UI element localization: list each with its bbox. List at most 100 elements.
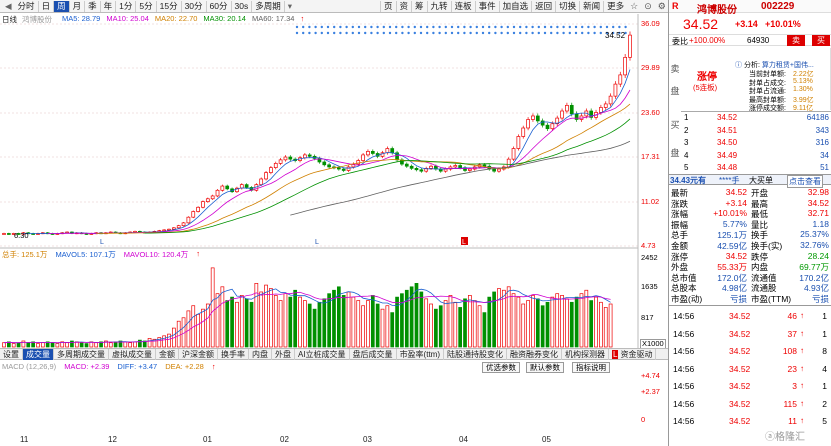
period-tab[interactable]: 30分	[182, 0, 207, 12]
indicator-tab[interactable]: 多周期成交量	[54, 348, 109, 360]
bid-price[interactable]: 34.51	[717, 125, 738, 135]
period-tab[interactable]: 60分	[207, 0, 232, 12]
candle-body	[628, 34, 632, 58]
bid-price[interactable]: 34.50	[717, 138, 738, 147]
period-tab[interactable]: 30s	[232, 0, 253, 12]
period-tab[interactable]: 年	[101, 0, 117, 12]
buy-button[interactable]: 买	[812, 35, 830, 46]
vol-y-tick: 2452	[641, 253, 658, 262]
candle-body	[303, 154, 307, 159]
event-dot	[438, 25, 441, 29]
period-tab[interactable]: 15分	[157, 0, 182, 12]
period-tab[interactable]: 多周期	[252, 0, 285, 12]
tick-up-icon: ↑	[800, 363, 804, 373]
stat-label: 市盈(TTM)	[751, 294, 792, 304]
bid-price[interactable]: 34.52	[717, 113, 738, 122]
toolbar-action[interactable]: 加自选	[498, 1, 532, 12]
nav-back-icon[interactable]: ◀	[5, 0, 12, 11]
volume-bar	[361, 305, 365, 348]
indicator-tab[interactable]: 金额	[156, 348, 179, 360]
indicator-tab[interactable]: 成交量	[23, 348, 54, 360]
candle-body	[565, 104, 569, 112]
period-tab[interactable]: 月	[70, 0, 86, 12]
toolbar-action[interactable]: 资	[395, 1, 412, 12]
indicator-tab[interactable]: 机构探测器	[562, 348, 609, 360]
tick-price: 34.52	[729, 346, 751, 356]
candle-body	[205, 198, 210, 202]
stat-label: 涨停	[671, 251, 689, 262]
candle-body	[269, 167, 273, 173]
gear-icon[interactable]: ⚙	[657, 1, 666, 11]
tick-count: 2	[822, 398, 827, 409]
volume-legend: 总手: 125.1万 MAVOL5: 107.1万 MAVOL10: 120.4…	[2, 249, 200, 260]
indicator-tab[interactable]: AI立桩成交量	[295, 348, 350, 360]
toolbar-action[interactable]: 更多	[603, 1, 627, 12]
period-tab[interactable]: 分时	[15, 0, 39, 12]
toolbar-action[interactable]: 连板	[450, 1, 475, 12]
event-dot	[295, 31, 299, 35]
indicator-tab[interactable]: 沪深金额	[179, 348, 218, 360]
event-dot	[382, 31, 385, 35]
ma-line	[96, 103, 631, 234]
volume-bar	[278, 300, 283, 348]
indicator-tab[interactable]: 换手率	[218, 348, 249, 360]
candle-body	[468, 168, 472, 171]
indicator-tab[interactable]: L 资金驱动	[609, 348, 657, 360]
indicator-tab[interactable]: 陆股通持股变化	[444, 348, 507, 360]
analysis-text[interactable]: 算力租赁+国伟...	[761, 62, 814, 69]
period-tab[interactable]: 季	[85, 0, 101, 12]
indicator-tab[interactable]: 融资融券变化	[507, 348, 562, 360]
tick-count: 1	[822, 381, 827, 391]
period-tab[interactable]: 周	[54, 0, 70, 12]
sell-button[interactable]: 卖	[787, 35, 805, 46]
indicator-tab[interactable]: 外盘	[272, 348, 295, 360]
toolbar-action[interactable]: 页	[380, 1, 396, 12]
bid-price[interactable]: 34.48	[717, 163, 738, 172]
indicator-tab[interactable]: 市盈率(ttm)	[397, 348, 444, 360]
volume-bar	[244, 298, 249, 348]
event-dot	[419, 25, 423, 29]
volume-bar	[332, 289, 336, 348]
volume-bar	[133, 341, 137, 348]
indicator-tab[interactable]: 内盘	[249, 348, 272, 360]
star-icon[interactable]: ☆	[630, 1, 639, 11]
event-dot	[326, 31, 330, 35]
candle-body	[550, 123, 555, 130]
period-tab[interactable]: 日	[39, 0, 55, 12]
bid-price[interactable]: 34.49	[717, 150, 738, 160]
volume-bars	[2, 267, 613, 348]
big-order-tab[interactable]: 大买单	[749, 176, 773, 185]
period-tab[interactable]: 1分	[116, 0, 137, 12]
seal-label: 封单占成交:	[749, 79, 786, 87]
indicator-tab[interactable]: 虚拟成交量	[109, 348, 156, 360]
tick-up-icon: ↑	[800, 381, 804, 390]
macd-label: MACD (12,26,9)	[2, 362, 57, 371]
toolbar-action[interactable]: 新闻	[579, 1, 603, 12]
indicator-tab[interactable]: 盘后成交量	[350, 348, 397, 360]
stat-label: 流通值	[751, 272, 777, 283]
candle-body	[545, 124, 550, 130]
volume-bar	[370, 295, 375, 348]
indicator-tab[interactable]: 设置	[0, 348, 23, 360]
toolbar-action[interactable]: 返回	[531, 1, 555, 12]
event-dot	[568, 31, 571, 35]
default-params-button[interactable]: 默认参数	[526, 362, 564, 373]
target-icon[interactable]: ⊙	[644, 1, 652, 11]
toolbar-action[interactable]: 切换	[555, 1, 579, 12]
event-dot	[376, 25, 379, 29]
toolbar-action[interactable]: 九转	[426, 1, 451, 12]
toolbar-action[interactable]: 筹	[411, 1, 427, 12]
stat-label: 市盈(动)	[671, 294, 703, 304]
stat-label: 流通股	[751, 283, 777, 294]
chevron-down-icon[interactable]: ▾	[287, 0, 293, 11]
tick-count: 1	[822, 328, 827, 339]
toolbar-action[interactable]: 事件	[474, 1, 499, 12]
event-dot	[314, 31, 317, 35]
indicator-help-button[interactable]: 指标说明	[572, 362, 610, 373]
optimal-params-button[interactable]: 优选参数	[482, 362, 520, 373]
ma-line	[290, 140, 631, 216]
period-tab[interactable]: 5分	[136, 0, 157, 12]
volume-bar	[99, 341, 103, 348]
view-button[interactable]: 点击查看	[787, 175, 823, 188]
